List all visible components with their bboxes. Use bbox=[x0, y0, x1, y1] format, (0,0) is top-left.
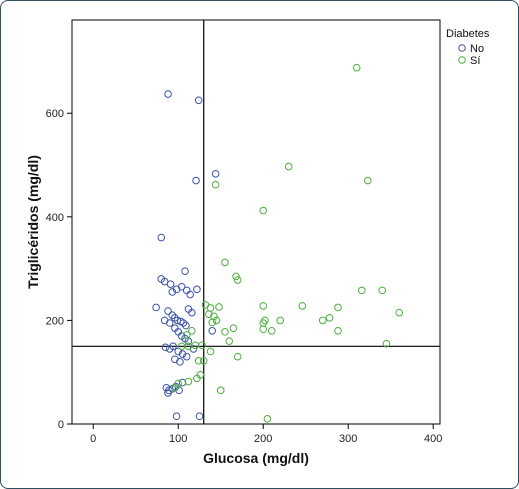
point-si bbox=[276, 316, 285, 325]
point-si bbox=[334, 326, 342, 335]
point-si bbox=[259, 206, 268, 215]
y-tick-label: 0 bbox=[58, 419, 64, 431]
point-no bbox=[194, 96, 203, 105]
point-no bbox=[165, 345, 174, 353]
y-tick-label: 600 bbox=[46, 108, 64, 120]
point-si bbox=[259, 325, 268, 334]
point-si bbox=[182, 331, 191, 339]
point-si bbox=[284, 162, 293, 171]
x-tick-label: 400 bbox=[424, 433, 442, 445]
y-tick-label: 400 bbox=[46, 212, 64, 224]
point-si bbox=[318, 316, 327, 325]
point-no bbox=[182, 321, 190, 330]
point-si bbox=[358, 286, 366, 295]
x-axis-title: Glucosa (mg/dl) bbox=[203, 450, 309, 466]
point-si bbox=[259, 302, 268, 310]
point-no bbox=[171, 314, 179, 322]
point-no bbox=[177, 282, 186, 291]
legend-marker bbox=[458, 56, 466, 64]
point-no bbox=[168, 311, 177, 320]
point-no bbox=[211, 170, 220, 178]
legend-label: No bbox=[470, 43, 484, 55]
point-no bbox=[174, 347, 183, 356]
point-no bbox=[186, 290, 194, 299]
point-si bbox=[352, 63, 361, 72]
point-si bbox=[193, 374, 201, 383]
point-si bbox=[198, 341, 206, 350]
point-no bbox=[188, 308, 196, 317]
point-si bbox=[216, 386, 225, 395]
y-tick-label: 200 bbox=[46, 315, 64, 327]
point-si bbox=[382, 339, 391, 348]
point-no bbox=[165, 319, 174, 327]
x-tick-label: 0 bbox=[90, 433, 96, 445]
point-si bbox=[363, 176, 372, 185]
point-si bbox=[325, 314, 334, 322]
y-axis-title: Triglicéridos (mg/dl) bbox=[25, 155, 41, 289]
point-si bbox=[215, 303, 223, 311]
point-si bbox=[232, 272, 240, 281]
x-tick-label: 300 bbox=[339, 433, 357, 445]
point-si bbox=[212, 316, 221, 325]
axes: 0 100 200 300 400 0 200 400 600 bbox=[46, 108, 443, 445]
point-si bbox=[221, 258, 229, 267]
point-si bbox=[395, 308, 404, 317]
point-si bbox=[334, 303, 342, 312]
point-si bbox=[199, 357, 208, 365]
plot-area bbox=[71, 19, 441, 425]
point-si bbox=[233, 276, 242, 284]
legend-marker bbox=[458, 44, 466, 52]
point-no bbox=[178, 378, 187, 387]
point-si bbox=[208, 318, 217, 327]
point-si bbox=[211, 180, 220, 189]
point-si bbox=[221, 328, 229, 336]
point-no bbox=[181, 267, 189, 276]
point-no bbox=[164, 90, 172, 98]
point-no bbox=[195, 412, 204, 421]
point-no bbox=[166, 280, 175, 288]
point-si bbox=[184, 377, 193, 386]
point-no bbox=[179, 319, 188, 327]
point-no bbox=[193, 285, 201, 294]
plot-marks bbox=[72, 20, 440, 424]
point-si bbox=[229, 324, 238, 332]
point-si bbox=[171, 383, 179, 392]
point-no bbox=[178, 350, 187, 358]
point-si bbox=[206, 304, 215, 312]
point-si bbox=[225, 337, 234, 345]
legend-label: Sí bbox=[470, 55, 480, 67]
point-si bbox=[206, 347, 215, 356]
point-no bbox=[162, 383, 171, 392]
point-no bbox=[161, 343, 170, 352]
point-si bbox=[298, 302, 307, 310]
point-no bbox=[176, 358, 184, 366]
point-si bbox=[194, 357, 203, 365]
point-si bbox=[233, 352, 242, 361]
point-si bbox=[263, 415, 272, 423]
point-no bbox=[182, 352, 191, 361]
x-tick-label: 200 bbox=[254, 433, 272, 445]
point-no bbox=[157, 233, 166, 242]
point-si bbox=[188, 326, 196, 335]
point-no bbox=[164, 389, 172, 397]
point-no bbox=[192, 176, 200, 185]
point-no bbox=[152, 303, 160, 312]
point-no bbox=[164, 307, 172, 315]
x-tick-label: 100 bbox=[169, 433, 187, 445]
point-no bbox=[172, 412, 181, 421]
point-si bbox=[267, 326, 276, 335]
point-no bbox=[168, 288, 177, 296]
legend-title: Diabetes bbox=[446, 28, 490, 40]
point-si bbox=[378, 286, 387, 295]
point-no bbox=[208, 326, 217, 335]
